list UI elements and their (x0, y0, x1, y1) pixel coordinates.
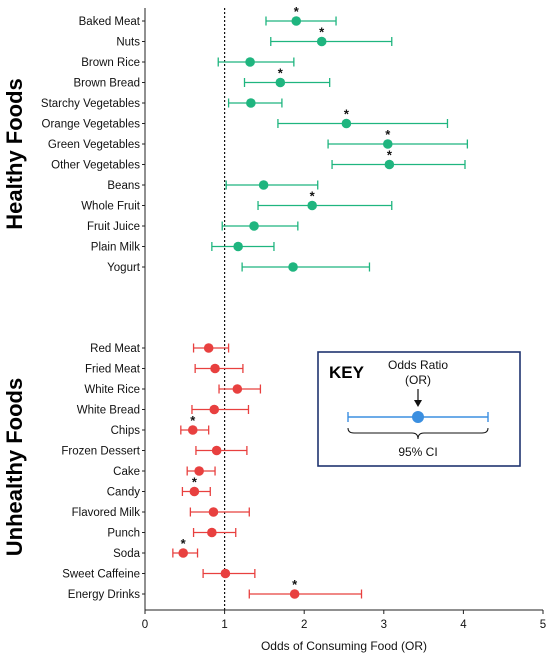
category-label-punch: Punch (107, 528, 140, 540)
category-label-white-rice: White Rice (84, 384, 140, 396)
x-tick-label: 0 (142, 619, 148, 631)
category-label-whole-fruit: Whole Fruit (81, 201, 141, 213)
or-point-other-vegetables (384, 159, 395, 170)
category-label-energy-drinks: Energy Drinks (68, 589, 140, 601)
or-point-frozen-dessert (211, 445, 222, 456)
category-label-brown-rice: Brown Rice (81, 57, 140, 69)
category-label-nuts: Nuts (116, 37, 140, 49)
significance-star-whole-fruit: * (310, 189, 316, 204)
or-point-cake (194, 466, 204, 476)
key-or-sublabel: (OR) (405, 373, 431, 387)
category-label-sweet-caffeine: Sweet Caffeine (62, 569, 140, 581)
significance-star-nuts: * (319, 25, 325, 40)
significance-star-candy: * (192, 475, 198, 490)
or-point-white-rice (232, 384, 243, 394)
or-point-yogurt (288, 262, 298, 272)
or-point-brown-bread (275, 77, 286, 88)
significance-star-brown-bread: * (278, 66, 284, 81)
or-point-green-vegetables (382, 139, 393, 149)
key-border (317, 351, 521, 467)
x-tick-label: 2 (301, 619, 307, 631)
category-label-frozen-dessert: Frozen Dessert (61, 446, 140, 458)
x-tick-label: 1 (221, 619, 227, 631)
or-point-chips (187, 425, 198, 435)
or-point-nuts (316, 36, 327, 47)
key-or-label: Odds Ratio (388, 358, 448, 372)
category-label-fruit-juice: Fruit Juice (87, 221, 140, 233)
or-point-candy (189, 486, 200, 497)
category-label-brown-bread: Brown Bread (74, 78, 140, 90)
category-label-orange-vegetables: Orange Vegetables (42, 119, 141, 131)
significance-star-soda: * (181, 536, 187, 551)
category-label-soda: Soda (113, 548, 140, 560)
significance-star-chips: * (190, 413, 196, 428)
category-label-chips: Chips (111, 425, 141, 437)
or-point-fried-meat (210, 363, 220, 374)
x-axis: 0 1 2 3 4 5 (142, 8, 546, 631)
or-point-soda (178, 548, 189, 558)
x-axis-title: Odds of Consuming Food (OR) (261, 639, 427, 653)
category-label-green-vegetables: Green Vegetables (48, 139, 140, 151)
plot-layer: * * * * * * * * * * * (172, 4, 469, 610)
x-tick-label: 3 (381, 619, 387, 631)
or-point-white-bread (209, 404, 220, 415)
or-point-whole-fruit (307, 200, 317, 211)
or-point-beans (258, 180, 269, 190)
x-tick-label: 4 (460, 619, 467, 631)
key-arrow-head (414, 400, 422, 407)
or-point-energy-drinks (289, 589, 300, 599)
category-label-fried-meat: Fried Meat (85, 364, 141, 376)
key-legend: KEY Odds Ratio (OR) 95% CI (317, 351, 521, 467)
significance-star-green-vegetables: * (385, 127, 391, 142)
category-label-cake: Cake (113, 466, 140, 478)
or-point-sweet-caffeine (220, 568, 231, 579)
category-label-flavored-milk: Flavored Milk (72, 507, 141, 519)
or-point-brown-rice (245, 57, 255, 67)
key-or-point (412, 411, 424, 423)
significance-star-baked-meat: * (294, 4, 300, 19)
category-labels: Baked Meat Nuts Brown Rice Brown Bread Starc… (41, 16, 141, 601)
category-label-starchy-vegetables: Starchy Vegetables (41, 98, 140, 110)
significance-star-energy-drinks: * (292, 577, 298, 592)
or-point-starchy-vegetables (246, 98, 256, 108)
or-point-orange-vegetables (341, 118, 352, 129)
category-label-other-vegetables: Other Vegetables (51, 160, 140, 172)
key-ci-label: 95% CI (398, 445, 437, 459)
category-label-yogurt: Yogurt (107, 262, 141, 274)
x-tick-label: 5 (540, 619, 546, 631)
or-point-red-meat (203, 343, 214, 353)
significance-star-other-vegetables: * (387, 148, 393, 163)
key-title: KEY (329, 363, 365, 382)
category-label-white-bread: White Bread (77, 405, 140, 417)
category-label-plain-milk: Plain Milk (91, 242, 140, 254)
or-point-fruit-juice (249, 221, 259, 231)
category-label-beans: Beans (107, 180, 140, 192)
category-label-baked-meat: Baked Meat (79, 16, 141, 28)
or-point-flavored-milk (208, 507, 219, 517)
key-ci-brace (347, 427, 489, 440)
or-point-baked-meat (291, 16, 302, 26)
category-label-candy: Candy (107, 487, 140, 499)
significance-star-orange-vegetables: * (344, 107, 350, 122)
or-point-plain-milk (233, 241, 243, 252)
group-title-healthy: Healthy Foods (2, 78, 27, 230)
category-label-red-meat: Red Meat (90, 343, 141, 355)
or-point-punch (207, 527, 217, 538)
group-title-unhealthy: Unhealthy Foods (2, 378, 27, 556)
